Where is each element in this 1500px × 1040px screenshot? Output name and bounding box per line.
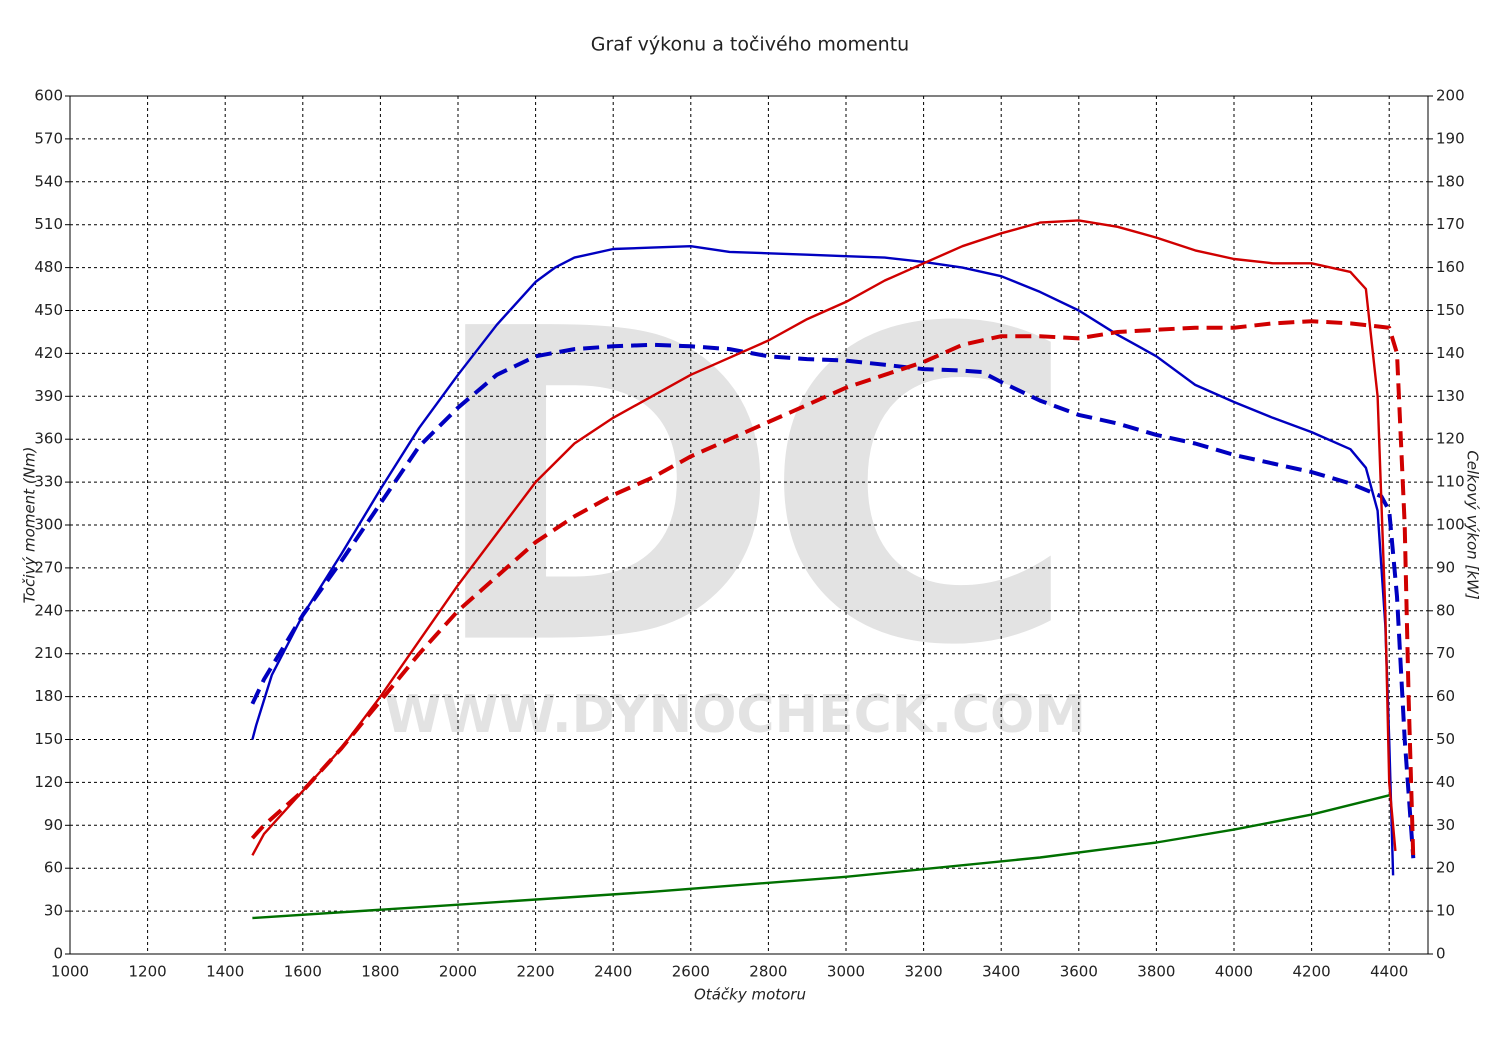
x-tick-label: 3400: [982, 963, 1020, 981]
x-tick-label: 2400: [594, 963, 632, 981]
x-tick-label: 3800: [1137, 963, 1175, 981]
y-tick-label: 450: [34, 301, 63, 319]
y2-tick-label: 60: [1436, 687, 1455, 705]
y-tick-label: 30: [44, 902, 63, 920]
chart-title: Graf výkonu a točivého momentu: [591, 34, 909, 56]
y2-tick-label: 150: [1436, 301, 1465, 319]
y-tick-label: 480: [34, 258, 63, 276]
x-tick-label: 1600: [284, 963, 322, 981]
y2-tick-label: 130: [1436, 387, 1465, 405]
x-tick-label: 2200: [517, 963, 555, 981]
x-tick-label: 4000: [1215, 963, 1253, 981]
x-tick-label: 1800: [361, 963, 399, 981]
x-tick-label: 1200: [129, 963, 167, 981]
series-line: [250, 319, 1416, 860]
y-tick-label: 360: [34, 430, 63, 448]
x-tick-label: 1000: [51, 963, 89, 981]
x-tick-label: 2600: [672, 963, 710, 981]
y2-tick-label: 30: [1436, 816, 1455, 834]
x-tick-label: 4400: [1370, 963, 1408, 981]
y-axis-label: Točivý moment (Nm): [21, 447, 39, 604]
y2-tick-label: 0: [1436, 945, 1446, 963]
y2-tick-label: 160: [1436, 258, 1465, 276]
y-tick-label: 420: [34, 344, 63, 362]
y-tick-label: 330: [34, 473, 63, 491]
y-tick-label: 240: [34, 601, 63, 619]
y2-tick-label: 10: [1436, 902, 1455, 920]
x-tick-label: 2800: [749, 963, 787, 981]
y2-tick-label: 200: [1436, 87, 1465, 105]
y2-tick-label: 20: [1436, 859, 1455, 877]
y-tick-label: 390: [34, 387, 63, 405]
y2-tick-label: 120: [1436, 430, 1465, 448]
y-tick-label: 0: [53, 945, 63, 963]
y-tick-label: 210: [34, 644, 63, 662]
x-axis-label: Otáčky motoru: [694, 986, 806, 1004]
series-line: [251, 245, 1395, 876]
y-tick-label: 90: [44, 816, 63, 834]
y2-tick-label: 110: [1436, 473, 1465, 491]
y2-axis-label: Celkový výkon [kW]: [1464, 450, 1482, 600]
x-tick-label: 3600: [1060, 963, 1098, 981]
y-tick-label: 150: [34, 730, 63, 748]
y-tick-label: 540: [34, 172, 63, 190]
y2-tick-label: 40: [1436, 773, 1455, 791]
y2-tick-label: 90: [1436, 558, 1455, 576]
y2-tick-label: 140: [1436, 344, 1465, 362]
y-tick-label: 60: [44, 859, 63, 877]
y-tick-label: 180: [34, 687, 63, 705]
y-tick-label: 510: [34, 215, 63, 233]
y-tick-label: 570: [34, 129, 63, 147]
x-tick-label: 3000: [827, 963, 865, 981]
y2-tick-label: 70: [1436, 644, 1455, 662]
y-tick-label: 300: [34, 516, 63, 534]
x-tick-label: 4200: [1293, 963, 1331, 981]
y2-tick-label: 190: [1436, 129, 1465, 147]
y-tick-label: 600: [34, 87, 63, 105]
plot-frame: [69, 95, 1429, 955]
x-tick-label: 2000: [439, 963, 477, 981]
x-tick-label: 1400: [206, 963, 244, 981]
y-tick-label: 120: [34, 773, 63, 791]
y-tick-label: 270: [34, 558, 63, 576]
y2-tick-label: 180: [1436, 172, 1465, 190]
y2-tick-label: 80: [1436, 601, 1455, 619]
y2-tick-label: 100: [1436, 516, 1465, 534]
y2-tick-label: 170: [1436, 215, 1465, 233]
y2-tick-label: 50: [1436, 730, 1455, 748]
watermark-url: WWW.DYNOCHECK.COM: [384, 685, 1086, 745]
series-line: [251, 219, 1397, 856]
watermark-logo: DC: [426, 240, 1059, 740]
x-tick-label: 3200: [905, 963, 943, 981]
series-line: [252, 794, 1390, 920]
